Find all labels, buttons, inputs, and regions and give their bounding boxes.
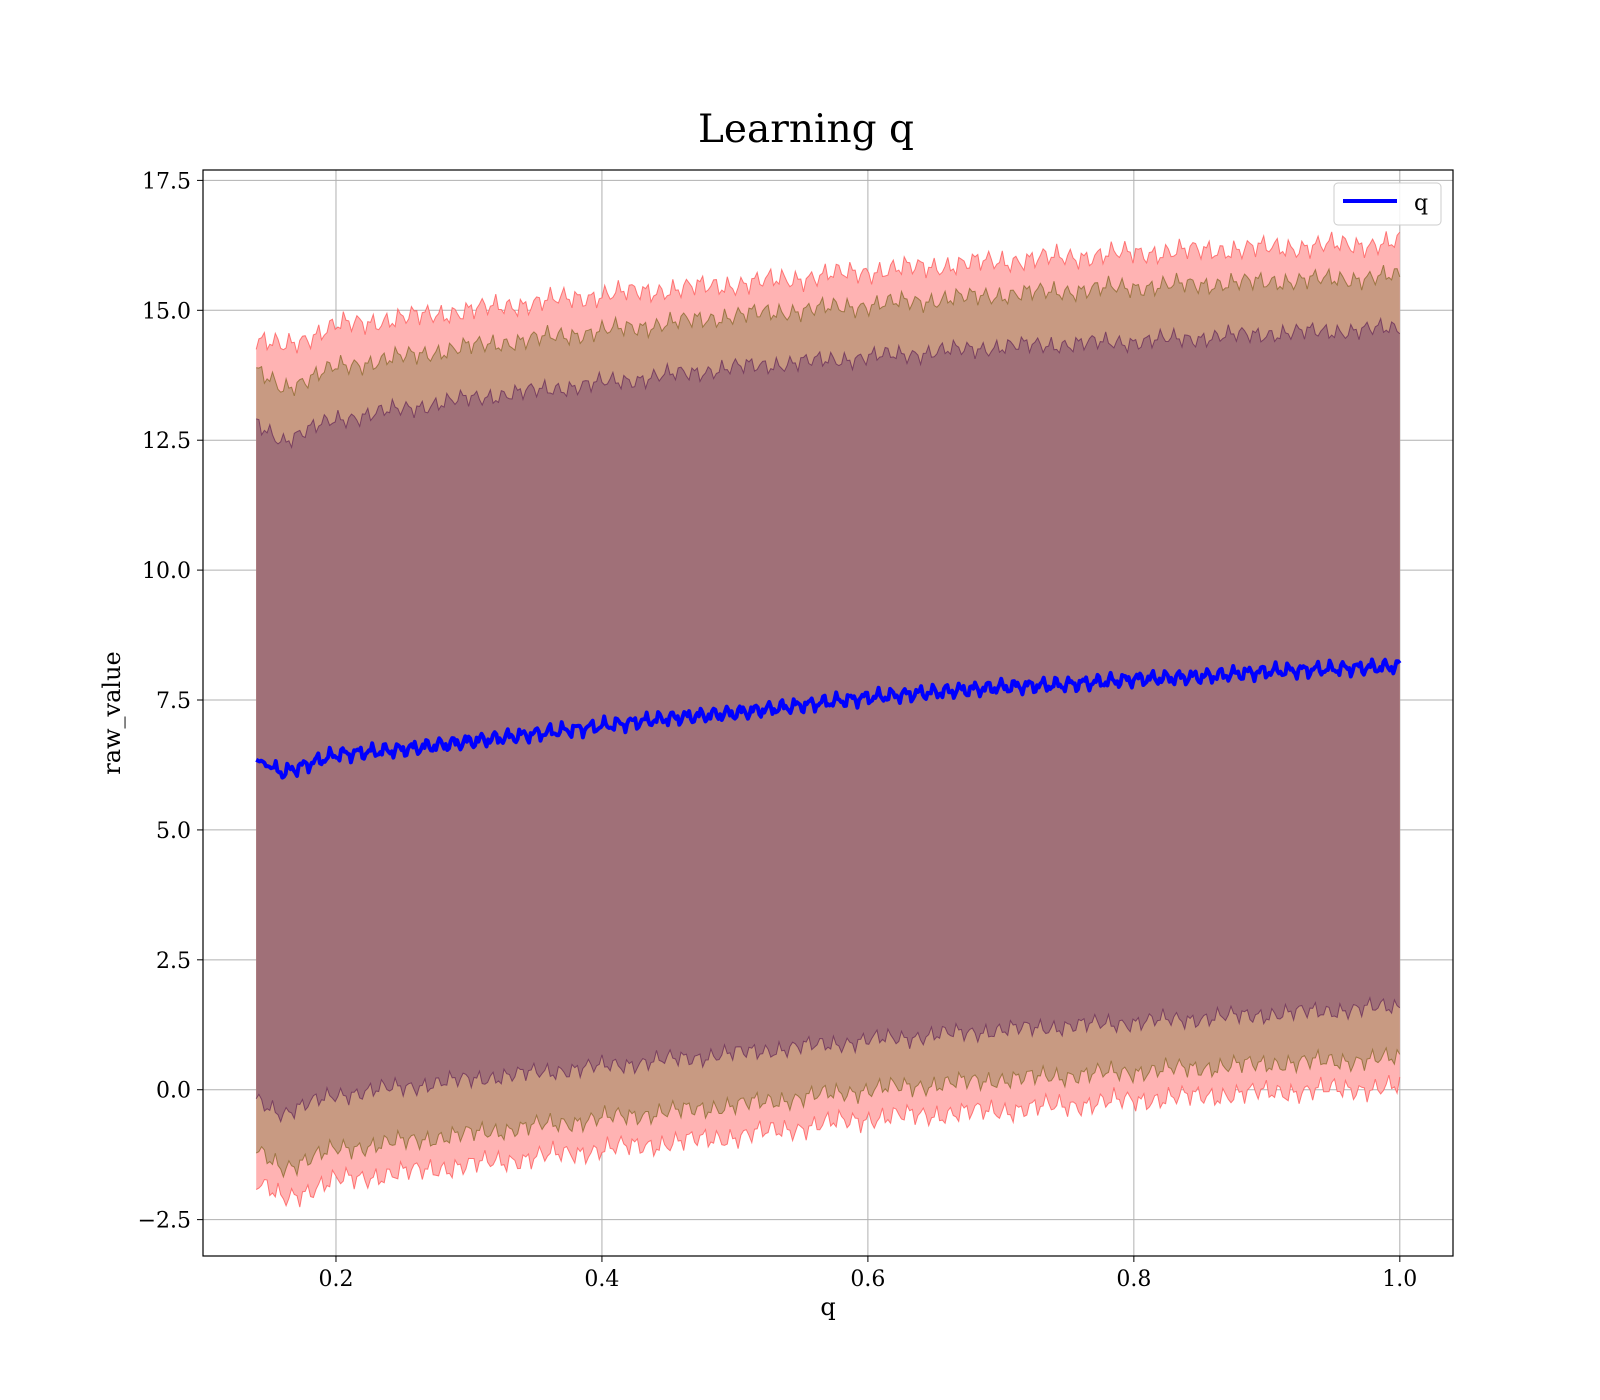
band-inner-fill <box>256 318 1400 1122</box>
series-line-q <box>255 657 1402 780</box>
x-tick-label: 0.8 <box>1116 1267 1151 1292</box>
y-tick-label: 2.5 <box>156 949 191 974</box>
band-middle-lower-edge <box>255 1046 1401 1179</box>
y-tick-label: 12.5 <box>142 429 191 454</box>
ticks: 0.2 0.4 0.6 0.8 1.0 −2.5 0.0 2.5 5.0 7.5 10.0 12.5 1… <box>138 169 1418 1292</box>
x-tick-label: 0.6 <box>850 1267 885 1292</box>
bands <box>255 231 1401 1208</box>
x-tick-label: 0.2 <box>318 1267 353 1292</box>
band-outer-upper-edge <box>255 231 1401 354</box>
y-tick-label: 0.0 <box>156 1079 191 1104</box>
y-tick-label: 17.5 <box>142 169 191 194</box>
x-axis-label: q <box>820 1293 835 1321</box>
legend-label-q: q <box>1414 191 1428 216</box>
x-tick-label: 1.0 <box>1382 1267 1417 1292</box>
y-tick-label: 15.0 <box>142 299 191 324</box>
y-tick-label: 10.0 <box>142 559 191 584</box>
band-outer-lower-edge <box>255 1074 1401 1208</box>
chart-title: Learning q <box>698 107 914 152</box>
legend-box <box>1333 182 1442 226</box>
y-axis-label: raw_value <box>98 651 126 775</box>
y-tick-label: 7.5 <box>156 689 191 714</box>
legend: q <box>1333 182 1442 226</box>
band-inner-upper-edge <box>256 316 1401 450</box>
y-tick-label: 5.0 <box>156 819 191 844</box>
y-tick-label: −2.5 <box>138 1209 191 1234</box>
series-lines <box>255 657 1402 780</box>
band-middle-upper-edge <box>256 264 1401 397</box>
x-tick-label: 0.4 <box>584 1267 619 1292</box>
band-inner-lower-edge <box>255 996 1401 1124</box>
plot-frame <box>202 169 1454 1257</box>
